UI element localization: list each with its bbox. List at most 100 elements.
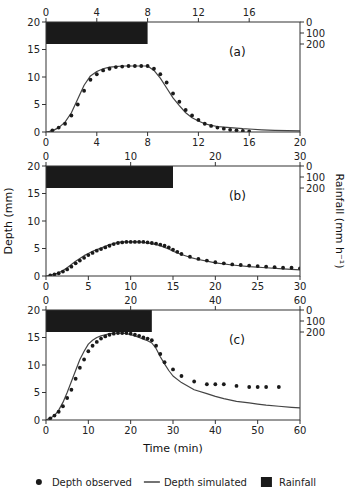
observed-point	[48, 416, 52, 420]
y-tick	[42, 22, 46, 23]
observed-point	[137, 240, 141, 244]
x-tick	[249, 132, 250, 136]
y2-tick	[300, 321, 304, 322]
y2-tick-label: 100	[306, 316, 325, 327]
legend-swatch	[261, 477, 272, 487]
x-tick-label: 25	[251, 281, 264, 292]
y-tick-label: 0	[34, 127, 40, 138]
observed-point	[205, 382, 209, 386]
y2-tick-label: 0	[306, 305, 312, 316]
rainfall-area	[46, 166, 173, 188]
observed-point	[95, 340, 99, 344]
x-tick-label: 0	[43, 281, 49, 292]
observed-point	[154, 242, 158, 246]
observed-point	[171, 368, 175, 372]
legend-item: Depth simulated	[144, 477, 247, 488]
observed-point	[216, 126, 220, 130]
y-tick-label: 10	[27, 72, 40, 83]
observed-point	[57, 126, 61, 130]
y-tick	[42, 104, 46, 105]
y2-tick-label: 200	[306, 183, 325, 194]
observed-point	[180, 252, 184, 256]
observed-point	[91, 251, 95, 255]
y-tick-label: 20	[27, 305, 40, 316]
y-tick	[42, 248, 46, 249]
x-tick-label: 30	[294, 281, 307, 292]
observed-point	[175, 250, 179, 254]
x2-tick	[96, 18, 97, 22]
observed-point	[150, 338, 154, 342]
observed-point	[163, 244, 167, 248]
observed-point	[57, 271, 61, 275]
observed-point	[82, 256, 86, 260]
plot-frame	[46, 166, 300, 276]
observed-point	[158, 243, 162, 247]
x2-tick-label: 30	[294, 151, 307, 162]
x2-tick	[130, 306, 131, 310]
observed-point	[112, 332, 116, 336]
observed-point	[116, 331, 120, 335]
observed-point	[171, 248, 175, 252]
x-tick	[257, 420, 258, 424]
observed-point	[108, 67, 112, 71]
x2-tick-label: 40	[209, 295, 222, 306]
observed-point	[228, 128, 232, 132]
observed-point	[125, 240, 129, 244]
y2-tick	[300, 310, 304, 311]
x-tick-label: 20	[209, 281, 222, 292]
observed-point	[158, 72, 162, 76]
x-tick-label: 30	[167, 425, 180, 436]
y2-axis-label: Rainfall (mm h⁻¹)	[333, 173, 346, 268]
observed-point	[230, 263, 234, 267]
y-tick	[42, 276, 46, 277]
observed-point	[133, 64, 137, 68]
observed-point	[290, 266, 294, 270]
observed-point	[120, 65, 124, 69]
observed-point	[120, 241, 124, 245]
observed-point	[235, 384, 239, 388]
observed-point	[190, 114, 194, 118]
observed-point	[57, 410, 61, 414]
legend-item: Rainfall	[261, 477, 316, 488]
observed-point	[129, 240, 133, 244]
observed-point	[86, 253, 90, 257]
observed-point	[133, 240, 137, 244]
x-tick-label: 5	[85, 281, 91, 292]
x-tick-label: 10	[82, 425, 95, 436]
panel: 0481216200481216051015200100200(a)	[27, 7, 325, 148]
y-tick-label: 0	[34, 271, 40, 282]
y-tick	[42, 310, 46, 311]
y-tick	[42, 193, 46, 194]
x2-tick-label: 20	[124, 295, 137, 306]
y-tick	[42, 166, 46, 167]
y-tick	[42, 337, 46, 338]
x-tick	[300, 132, 301, 136]
x2-tick	[46, 18, 47, 22]
legend-marker	[36, 479, 42, 485]
x-axis-label: Time (min)	[142, 442, 203, 455]
x-tick-label: 8	[144, 137, 150, 148]
observed-point	[247, 385, 251, 389]
observed-point	[141, 336, 145, 340]
x-tick	[257, 276, 258, 280]
x2-tick-label: 0	[43, 7, 49, 18]
x-tick	[96, 132, 97, 136]
observed-point	[78, 259, 82, 263]
observed-point	[256, 264, 260, 268]
x-tick	[173, 276, 174, 280]
x2-tick-label: 16	[243, 7, 256, 18]
observed-point	[78, 366, 82, 370]
observed-point	[99, 337, 103, 341]
observed-point	[89, 78, 93, 82]
y-tick-label: 20	[27, 17, 40, 28]
observed-point	[180, 374, 184, 378]
x-tick	[88, 420, 89, 424]
observed-point	[61, 270, 65, 274]
observed-point	[192, 380, 196, 384]
observed-point	[53, 414, 57, 418]
observed-point	[114, 65, 118, 69]
y2-tick	[300, 188, 304, 189]
legend-label: Rainfall	[279, 477, 316, 488]
observed-point	[82, 358, 86, 362]
x2-tick-label: 4	[94, 7, 100, 18]
